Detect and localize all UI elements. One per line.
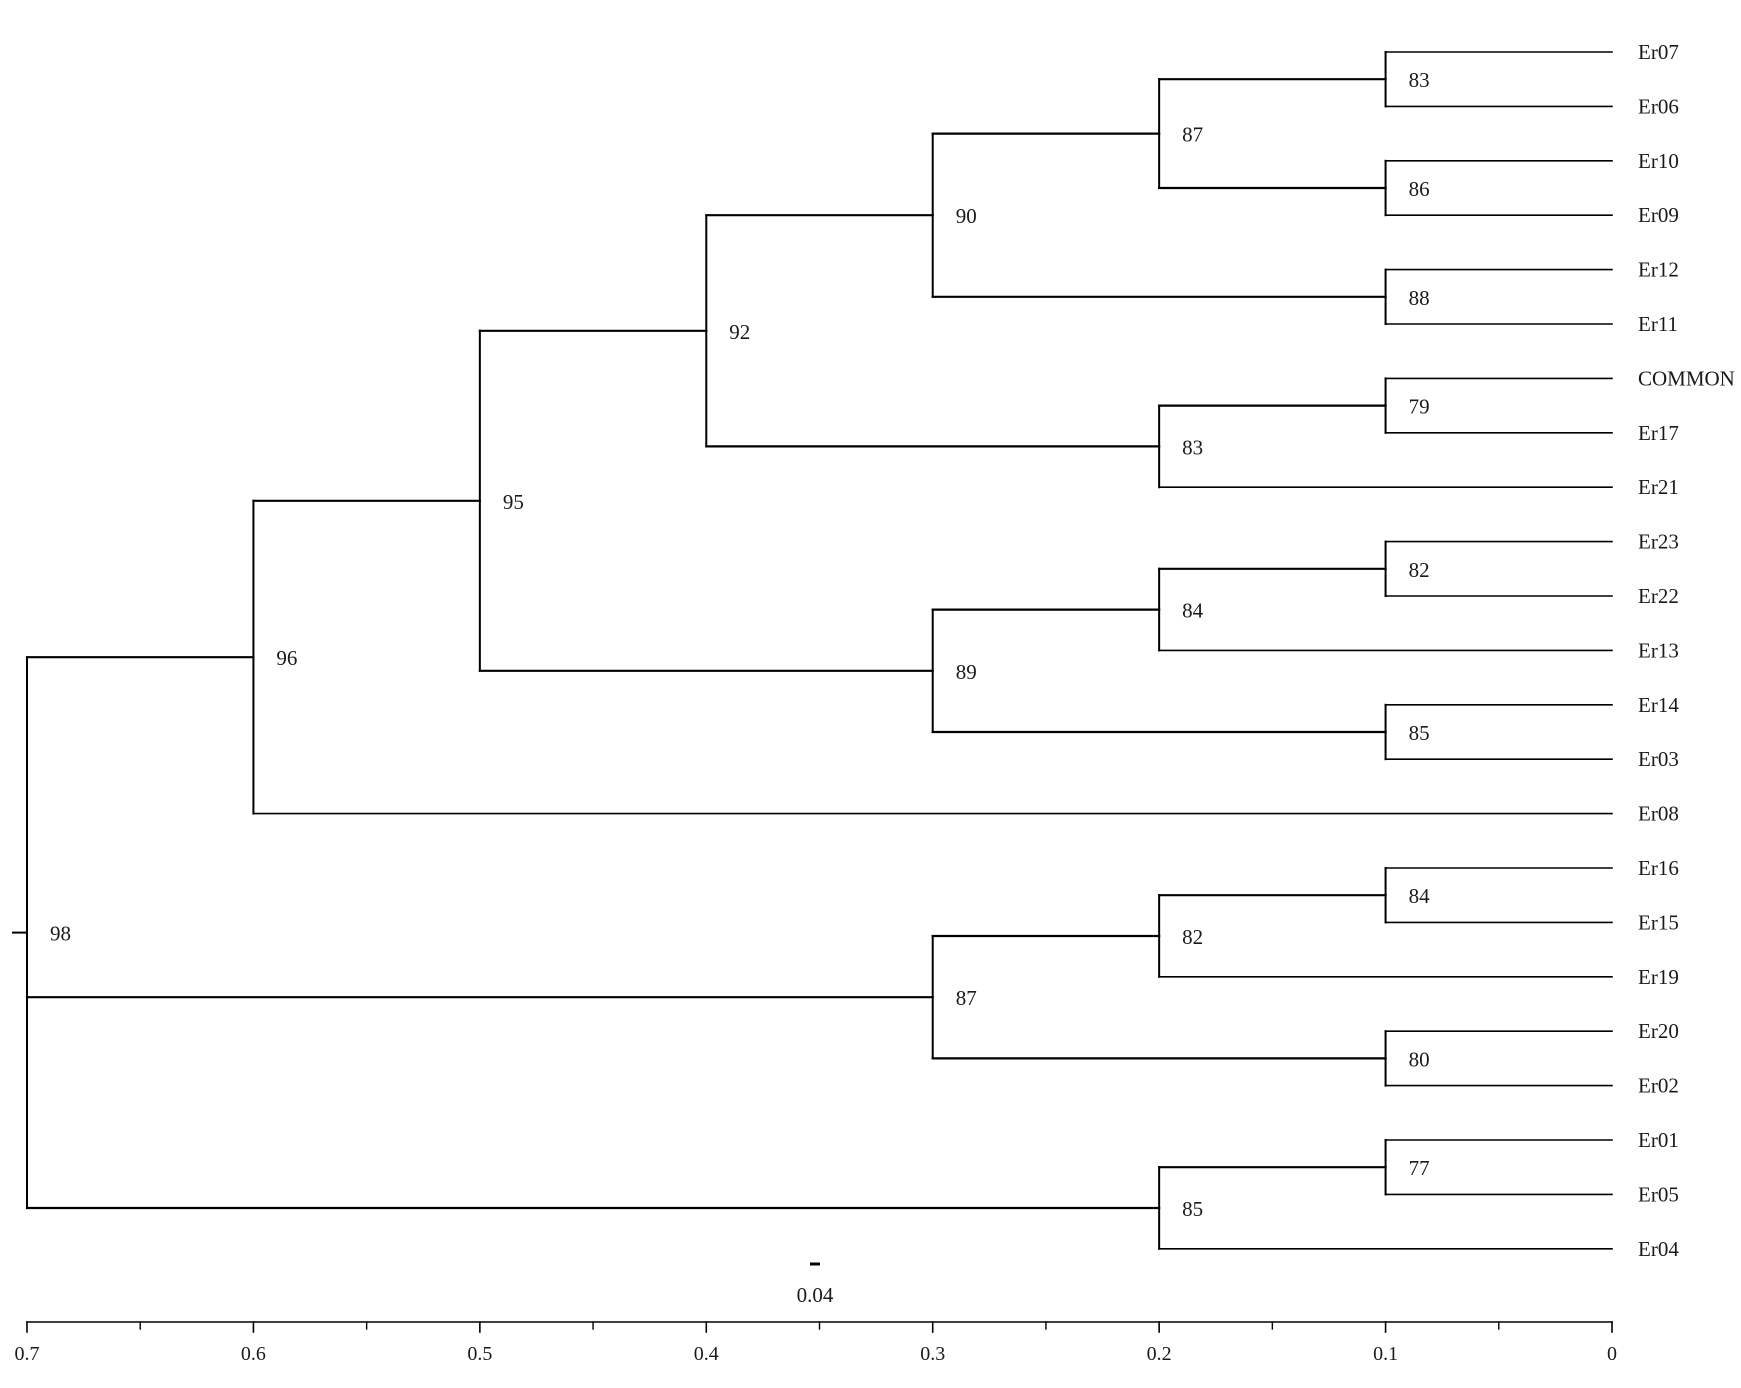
axis-tick-label: 0.2 (1147, 1343, 1172, 1365)
leaf-label-er10: Er10 (1638, 149, 1679, 173)
leaf-label-common: COMMON (1638, 366, 1735, 390)
leaf-label-er16: Er16 (1638, 856, 1679, 880)
bootstrap-labels: 83 86 87 88 90 79 83 92 82 84 85 89 95 96 84 82 80 87 77 85… (50, 68, 1430, 1221)
leaf-label-er13: Er13 (1638, 638, 1679, 662)
bootstrap-label-n18: 87 (956, 986, 977, 1010)
leaf-label-er02: Er02 (1638, 1074, 1679, 1098)
bootstrap-label-n9: 82 (1409, 558, 1430, 582)
scale-bar-label: 0.04 (797, 1283, 834, 1307)
leaf-label-er17: Er17 (1638, 421, 1679, 445)
x-axis: 0.7 0.6 0.5 0.4 0.3 0.2 0.1 0 (15, 1321, 1617, 1365)
bootstrap-label-n13: 95 (503, 490, 524, 514)
scale-bar: 0.04 (797, 1262, 834, 1307)
bootstrap-label-n3: 87 (1182, 123, 1203, 147)
leaf-label-er22: Er22 (1638, 584, 1679, 608)
leaf-label-er01: Er01 (1638, 1128, 1679, 1152)
bootstrap-label-n11: 85 (1409, 721, 1430, 745)
bootstrap-label-n14: 96 (276, 646, 297, 670)
bootstrap-label-n10: 84 (1182, 599, 1204, 623)
axis-tick-label: 0.3 (920, 1343, 945, 1365)
bootstrap-label-n21: 98 (50, 922, 71, 946)
leaf-label-er09: Er09 (1638, 203, 1679, 227)
bootstrap-label-n12: 89 (956, 660, 977, 684)
bootstrap-label-n8: 92 (729, 320, 750, 344)
leaf-label-er04: Er04 (1638, 1237, 1679, 1261)
leaf-label-er20: Er20 (1638, 1019, 1679, 1043)
axis-tick-label: 0 (1607, 1343, 1617, 1365)
bootstrap-label-n19: 77 (1409, 1156, 1430, 1180)
leaf-label-er23: Er23 (1638, 530, 1679, 554)
bootstrap-label-n1: 83 (1409, 68, 1430, 92)
axis-tick-label: 0.7 (15, 1343, 40, 1365)
axis-tick-label: 0.4 (694, 1343, 719, 1365)
leaf-label-er03: Er03 (1638, 747, 1679, 771)
axis-tick-label: 0.5 (467, 1343, 492, 1365)
leaf-label-er07: Er07 (1638, 40, 1679, 64)
bootstrap-label-n2: 86 (1409, 177, 1430, 201)
leaf-label-er21: Er21 (1638, 475, 1679, 499)
leaf-label-er19: Er19 (1638, 965, 1679, 989)
leaf-label-er05: Er05 (1638, 1182, 1679, 1206)
bootstrap-label-n15: 84 (1409, 884, 1431, 908)
bootstrap-label-n17: 80 (1409, 1047, 1430, 1071)
bootstrap-label-n16: 82 (1182, 925, 1203, 949)
bootstrap-label-n4: 88 (1409, 286, 1430, 310)
axis-tick-label: 0.6 (241, 1343, 266, 1365)
leaf-label-er14: Er14 (1638, 693, 1679, 717)
leaf-label-er11: Er11 (1638, 312, 1678, 336)
bootstrap-label-n5: 90 (956, 204, 977, 228)
bootstrap-label-n7: 83 (1182, 435, 1203, 459)
branches (12, 51, 1613, 1250)
bootstrap-label-n20: 85 (1182, 1197, 1203, 1221)
leaf-label-er15: Er15 (1638, 910, 1679, 934)
axis-tick-label: 0.1 (1373, 1343, 1398, 1365)
leaf-labels: Er07 Er06 Er10 Er09 Er12 Er11 COMMON Er17 Er21 Er… (1638, 40, 1735, 1261)
leaf-label-er06: Er06 (1638, 94, 1679, 118)
bootstrap-label-n6: 79 (1409, 395, 1430, 419)
leaf-label-er12: Er12 (1638, 258, 1679, 282)
leaf-label-er08: Er08 (1638, 802, 1679, 826)
